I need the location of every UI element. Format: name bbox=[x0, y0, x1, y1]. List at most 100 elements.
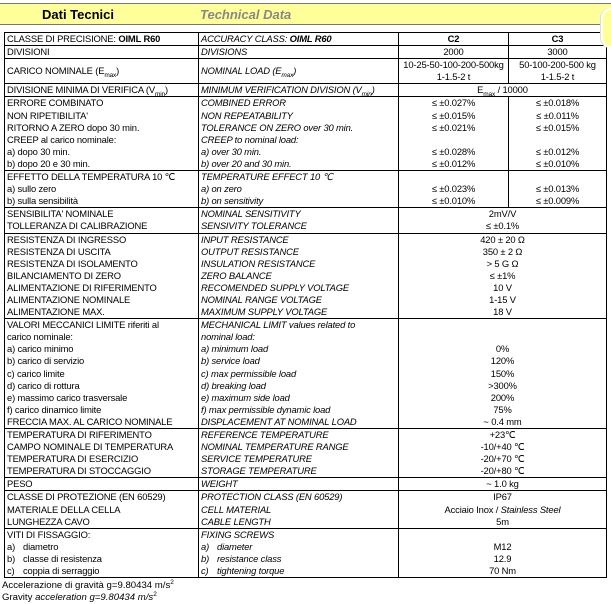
table-row: RESISTENZA DI ISOLAMENTO INSULATION RESIS… bbox=[4, 257, 607, 270]
label-english: CABLE LENGTH bbox=[198, 515, 399, 529]
table-row: EFFETTO DELLA TEMPERATURA 10 ℃ TEMPERATUR… bbox=[4, 170, 607, 184]
value: 150% bbox=[398, 367, 607, 380]
table-row: d) carico di rottura d) breaking load >300… bbox=[4, 379, 607, 392]
value-c2: ≤ ±0.010% bbox=[398, 195, 509, 208]
table-row: MATERIALE DELLA CELLA CELL MATERIAL Acciai… bbox=[4, 503, 607, 516]
label-english: b) over 20 and 30 min. bbox=[198, 157, 399, 171]
label-italian: a) sullo zero bbox=[4, 183, 199, 196]
value: ~ 1.0 kg bbox=[398, 477, 607, 491]
label-italian: DIVISIONI bbox=[4, 45, 199, 59]
value: ~ 0.4 mm bbox=[398, 415, 607, 429]
value: 1-15 V bbox=[398, 293, 607, 307]
text-segment: Gravity bbox=[2, 592, 36, 604]
value: 120% bbox=[398, 355, 607, 368]
value: 350 ± 2 Ω bbox=[398, 245, 607, 258]
label-italian: CARICO NOMINALE (Emax) bbox=[4, 58, 199, 84]
label-italian: c) carico limite bbox=[4, 367, 199, 380]
label-italian: RESISTENZA DI INGRESSO bbox=[4, 232, 199, 246]
label-italian: d) carico di rottura bbox=[4, 379, 199, 392]
label-english: a) minimum load bbox=[198, 343, 399, 356]
value: > 5 G Ω bbox=[398, 257, 607, 270]
label-italian: RESISTENZA DI USCITA bbox=[4, 245, 199, 258]
text-segment: max bbox=[104, 72, 117, 80]
label-english: TOLERANCE ON ZERO over 30 min. bbox=[198, 121, 399, 134]
label-english: a) diameter bbox=[198, 540, 399, 553]
spec-group: DIVISIONE MINIMA DI VERIFICA (Vmin) MINIM… bbox=[4, 83, 607, 99]
text-segment: a) bbox=[201, 540, 210, 552]
text-segment: c) bbox=[7, 565, 15, 577]
spec-group: ERRORE COMBINATO COMBINED ERROR ≤ ±0.027% ≤… bbox=[4, 96, 607, 171]
spec-group: TEMPERATURA DI RIFERIMENTO REFERENCE TEMP… bbox=[4, 428, 607, 478]
value: Emax / 10000 bbox=[398, 83, 607, 98]
label-english: DIVISIONS bbox=[198, 45, 399, 59]
value: 2mV/V bbox=[398, 207, 607, 221]
value-c2: C2 bbox=[398, 31, 509, 46]
value: -20/+70 ℃ bbox=[398, 453, 607, 466]
value bbox=[398, 331, 607, 344]
value: ≤ ±1% bbox=[398, 269, 607, 282]
footnote-italian: Accelerazione di gravità g=9.80434 m/s2 bbox=[2, 578, 607, 592]
table-row: CARICO NOMINALE (Emax) NOMINAL LOAD (E max… bbox=[4, 58, 607, 84]
spec-group: CLASSE DI PRECISIONE: OIML R60 ACCURACY C… bbox=[4, 31, 607, 46]
spec-group: PESO WEIGHT ~ 1.0 kg bbox=[4, 477, 607, 491]
text-segment: NOMINAL LOAD (E bbox=[201, 65, 282, 77]
table-row: c) coppia di serraggio c) tightening torque… bbox=[4, 565, 607, 579]
label-italian: RESISTENZA DI ISOLAMENTO bbox=[4, 257, 199, 270]
table-row: f) carico dinamico limite f) max permissi… bbox=[4, 403, 607, 416]
technical-data-table: CLASSE DI PRECISIONE: OIML R60 ACCURACY C… bbox=[4, 31, 607, 579]
spec-group: DIVISIONI DIVISIONS 2000 3000 bbox=[4, 45, 607, 59]
text-segment: diametro bbox=[23, 540, 59, 552]
label-italian: ALIMENTAZIONE DI RIFERIMENTO bbox=[4, 281, 199, 294]
value-c3: ≤ ±0.011% bbox=[508, 109, 607, 122]
label-english: NON REPEATABILITY bbox=[198, 109, 399, 122]
label-italian: CREEP al carico nominale: bbox=[4, 133, 199, 146]
label-italian: RITORNO A ZERO dopo 30 min. bbox=[4, 121, 199, 134]
text-segment: ) bbox=[165, 84, 168, 96]
label-italian: TOLLERANZA DI CALIBRAZIONE bbox=[4, 220, 199, 233]
value-c3: 50-100-200-500 kg 1-1.5-2 t bbox=[508, 58, 607, 84]
text-segment: Accelerazione di gravità g=9.80434 m/s bbox=[2, 580, 171, 592]
label-english: f) max permissible dynamic load bbox=[198, 403, 399, 416]
value-c3: ≤ ±0.010% bbox=[508, 157, 607, 171]
label-english: NOMINAL RANGE VOLTAGE bbox=[198, 293, 399, 307]
label-italian: VITI DI FISSAGGIO: bbox=[4, 527, 199, 541]
text-segment: OIML R60 bbox=[289, 33, 332, 44]
text-segment: b) bbox=[7, 552, 16, 564]
spec-group: RESISTENZA DI INGRESSO INPUT RESISTANCE 42… bbox=[4, 232, 607, 319]
label-italian: EFFETTO DELLA TEMPERATURA 10 ℃ bbox=[4, 170, 199, 184]
spec-group: CLASSE DI PROTEZIONE (EN 60529) PROTECTIO… bbox=[4, 490, 607, 529]
table-row: ALIMENTAZIONE NOMINALE NOMINAL RANGE VOLT… bbox=[4, 293, 607, 307]
label-italian: carico nominale: bbox=[4, 331, 199, 344]
text-segment: ) bbox=[371, 84, 375, 96]
table-row: TEMPERATURA DI RIFERIMENTO REFERENCE TEMP… bbox=[4, 428, 607, 442]
label-english: CELL MATERIAL bbox=[198, 503, 399, 516]
value: >300% bbox=[398, 379, 607, 392]
label-italian: a) carico minimo bbox=[4, 343, 199, 356]
spec-group: SENSIBILITA' NOMINALE NOMINAL SENSITIVITY… bbox=[4, 207, 607, 233]
text-segment: diameter bbox=[217, 540, 253, 552]
label-italian: VALORI MECCANICI LIMITE riferiti al bbox=[4, 318, 199, 332]
spec-group: CARICO NOMINALE (Emax) NOMINAL LOAD (E max… bbox=[4, 58, 607, 84]
spec-group: VALORI MECCANICI LIMITE riferiti al MECHA… bbox=[4, 318, 607, 429]
label-italian: e) massimo carico trasversale bbox=[4, 391, 199, 404]
table-row: CREEP al carico nominale: CREEP to nomina… bbox=[4, 133, 607, 146]
label-italian: TEMPERATURA DI STOCCAGGIO bbox=[4, 465, 199, 478]
label-english: c) tightening torque bbox=[198, 565, 399, 579]
table-row: BILANCIAMENTO DI ZERO ZERO BALANCE ≤ ±1% bbox=[4, 269, 607, 282]
value-c2 bbox=[398, 133, 509, 146]
label-english: ACCURACY CLASS: OIML R60 bbox=[198, 31, 399, 46]
label-italian: NON RIPETIBILITA' bbox=[4, 109, 199, 122]
text-segment: min bbox=[154, 91, 166, 99]
value-c3: ≤ ±0.012% bbox=[508, 145, 607, 158]
label-italian: b) classe di resistenza bbox=[4, 552, 199, 566]
table-row: FRECCIA MAX. AL CARICO NOMINALE DISPLACEM… bbox=[4, 415, 607, 429]
table-row: VALORI MECCANICI LIMITE riferiti al MECHA… bbox=[4, 318, 607, 332]
table-row: TOLLERANZA DI CALIBRAZIONE SENSIVITY TOLE… bbox=[4, 220, 607, 233]
section-header: Dati Tecnici Technical Data bbox=[0, 3, 611, 25]
text-segment: 2 bbox=[170, 578, 174, 586]
text-segment: MINIMUM VERIFICATION DIVISION (V bbox=[201, 84, 362, 96]
label-italian: a) dopo 30 min. bbox=[4, 145, 199, 158]
value-c2: ≤ ±0.023% bbox=[398, 183, 509, 196]
value-c3: 3000 bbox=[508, 45, 607, 59]
spec-group: EFFETTO DELLA TEMPERATURA 10 ℃ TEMPERATUR… bbox=[4, 170, 607, 208]
